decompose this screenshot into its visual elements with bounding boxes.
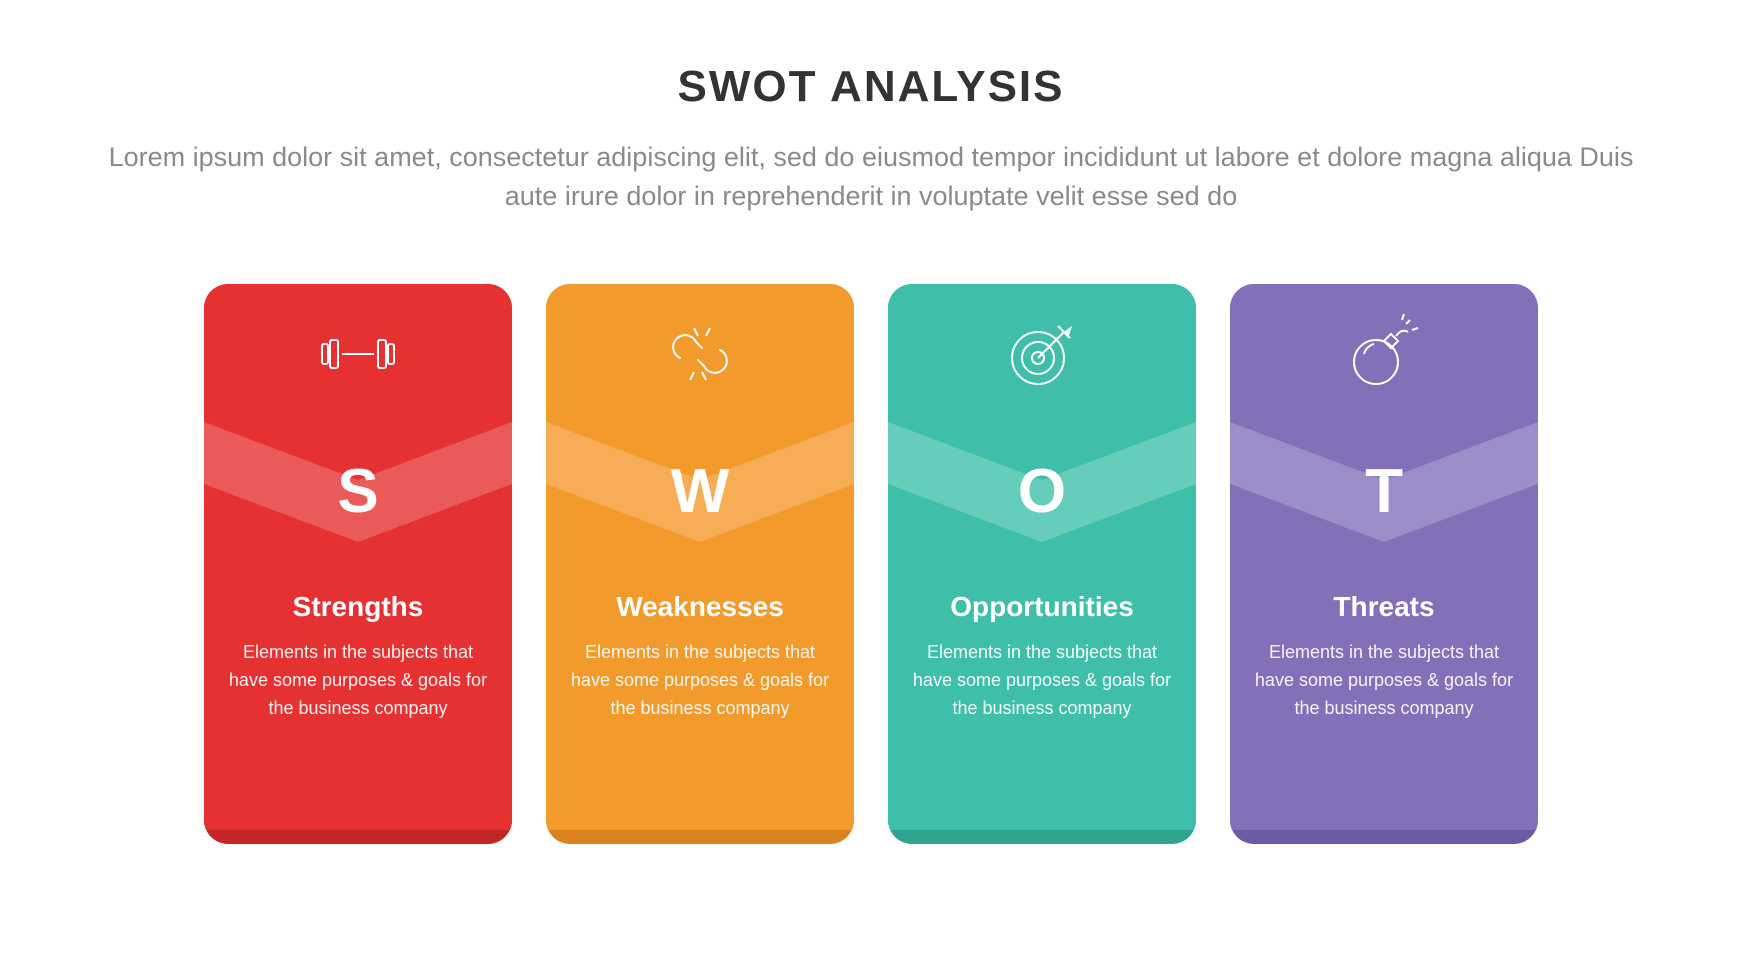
card-bottom-strip	[1230, 830, 1538, 844]
card-description: Elements in the subjects that have some …	[570, 639, 830, 723]
page-title: SWOT ANALYSIS	[677, 62, 1064, 112]
card-title: Threats	[1333, 591, 1434, 623]
card-title: Strengths	[293, 591, 424, 623]
card-letter: O	[1018, 456, 1066, 527]
card-bottom-strip	[204, 830, 512, 844]
swot-infographic: SWOT ANALYSIS Lorem ipsum dolor sit amet…	[0, 0, 1742, 980]
target-arrow-icon	[1002, 314, 1082, 394]
card-bottom-strip	[546, 830, 854, 844]
card-top: W Weaknesses Elements in the subjects th…	[546, 284, 854, 830]
card-top: T Threats Elements in the subjects that …	[1230, 284, 1538, 830]
card-title: Weaknesses	[616, 591, 784, 623]
card-opportunities: O Opportunities Elements in the subjects…	[888, 284, 1196, 844]
card-weaknesses: W Weaknesses Elements in the subjects th…	[546, 284, 854, 844]
card-top: S Strengths Elements in the subjects tha…	[204, 284, 512, 830]
card-threats: T Threats Elements in the subjects that …	[1230, 284, 1538, 844]
card-top: O Opportunities Elements in the subjects…	[888, 284, 1196, 830]
broken-chain-icon	[660, 314, 740, 394]
card-description: Elements in the subjects that have some …	[912, 639, 1172, 723]
bomb-icon	[1344, 314, 1424, 394]
card-description: Elements in the subjects that have some …	[228, 639, 488, 723]
card-bottom-strip	[888, 830, 1196, 844]
dumbbell-icon	[318, 314, 398, 394]
card-row: S Strengths Elements in the subjects tha…	[204, 284, 1538, 844]
card-description: Elements in the subjects that have some …	[1254, 639, 1514, 723]
page-subtitle: Lorem ipsum dolor sit amet, consectetur …	[81, 138, 1661, 216]
card-title: Opportunities	[950, 591, 1134, 623]
card-letter: W	[671, 456, 730, 527]
card-letter: S	[337, 456, 378, 527]
card-strengths: S Strengths Elements in the subjects tha…	[204, 284, 512, 844]
card-letter: T	[1365, 456, 1403, 527]
